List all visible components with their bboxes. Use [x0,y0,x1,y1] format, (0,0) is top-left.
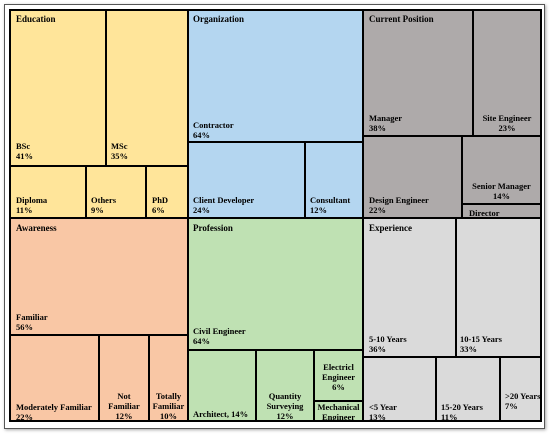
cell-value: 64% [193,336,210,346]
cell-value: 7% [505,401,518,411]
treemap-group-label-current-position: Current Position [369,14,434,24]
treemap-label: Not Familiar 12% [104,391,144,421]
treemap-label: Design Engineer 22% [369,195,429,215]
treemap-label: Client Developer 24% [193,195,254,215]
cell-value: 11% [16,205,33,215]
treemap-cell-current-position-manager [362,9,474,137]
cell-name: PhD [152,195,169,205]
cell-value: 22% [16,412,33,422]
treemap-cell-experience--20-years [499,356,542,422]
treemap-label: MSc 35% [111,141,128,161]
cell-value: 12% [276,411,294,421]
treemap-label: Senior Manager 14% [469,181,534,201]
cell-name: 5-10 Years [369,334,407,344]
treemap-cell-awareness-not-familiar [98,334,150,422]
cell-name: Consultant [310,195,351,205]
cell-value: 12% [115,411,133,421]
cell-value: 10% [160,411,177,421]
cell-name: Manager [369,113,403,123]
cell-value: 38% [369,123,386,133]
treemap-label: Director [469,208,500,218]
cell-value: 56% [16,322,33,332]
treemap-label: 5-10 Years 36% [369,334,407,354]
cell-name: BSc [16,141,31,151]
treemap-label: Familiar 56% [16,312,48,332]
cell-value: 6% [332,382,345,392]
cell-name: Design Engineer [369,195,429,205]
treemap-group-label-education: Education [16,14,56,24]
cell-name: Site Engineer [482,113,532,123]
cell-name: Quantity Surveying [266,391,304,411]
cell-name: Familiar [16,312,48,322]
treemap-label: Site Engineer 23% [478,113,536,133]
treemap-cell-current-position-site-engineer [472,9,542,137]
treemap-label: Diploma 11% [16,195,47,215]
treemap-label: 10-15 Years 33% [460,334,502,354]
cell-name: Electricl Engineer [321,362,356,382]
cell-value: 36% [369,344,386,354]
treemap-cell-experience-10-15-years [455,217,542,358]
cell-name: Totally Familiar [152,391,185,411]
treemap-group-label-profession: Profession [193,223,233,233]
cell-name: Client Developer [193,195,255,205]
treemap-cell-experience--5-year [362,356,437,422]
treemap-group-label-awareness: Awareness [16,223,57,233]
cell-name: Civil Engineer [193,326,246,336]
treemap-cell-organization-client-developer [187,141,306,219]
treemap-group-label-experience: Experience [369,223,412,233]
cell-value: 41% [16,151,33,161]
treemap-cell-education-bsc [9,9,107,167]
cell-value: 22% [369,205,386,215]
cell-name: Others [91,195,117,205]
treemap-label: Civil Engineer 64% [193,326,246,346]
cell-name: Senior Manager [472,181,531,191]
treemap-label: Manager 38% [369,113,402,133]
treemap-label: >20 Years 7% [505,391,540,411]
cell-value: 14% [493,191,510,201]
cell-name: Diploma [16,195,48,205]
treemap-label: Quantity Surveying 12% [260,391,310,421]
cell-name: Not Familiar [108,391,140,411]
cell-name: >20 Years [505,391,541,401]
treemap-label: <5 Year 13% [369,402,397,422]
cell-value: 24% [193,205,210,215]
cell-value: 35% [111,151,128,161]
cell-value: 9% [91,205,104,215]
cell-name: <5 Year [369,402,397,412]
treemap-label: Contractor 64% [193,120,234,140]
cell-value: 6% [152,205,165,215]
treemap-label: 15-20 Years 11% [441,402,483,422]
treemap-label: PhD 6% [152,195,168,215]
cell-name: Architect, 14% [193,409,249,419]
cell-value: 13% [369,412,386,422]
treemap-label: BSc 41% [16,141,33,161]
treemap-label: Electricl Engineer 6% [317,362,360,392]
treemap-cell-education-phd [145,165,189,219]
treemap-label: Others 9% [91,195,116,215]
treemap-label: Architect, 14% [193,409,248,419]
cell-name: 10-15 Years [460,334,502,344]
treemap-cell-current-position-design-engineer [362,135,463,219]
cell-value: 64% [193,130,210,140]
cell-value: 11% [441,412,458,422]
cell-value: 33% [460,344,477,354]
cell-value: 23% [498,123,516,133]
treemap-label: Mechanical Engineer [317,402,360,422]
treemap-group-label-organization: Organization [193,14,244,24]
cell-name: Mechanical Engineer [317,402,360,422]
treemap-label: Totally Familiar 10% [152,391,185,421]
treemap-label: Moderately Familiar 22% [16,402,92,422]
cell-name: Director [469,208,500,218]
cell-value: 12% [310,205,327,215]
cell-name: Moderately Familiar [16,402,92,412]
treemap-label: Consultant 12% [310,195,350,215]
cell-name: 15-20 Years [441,402,483,412]
treemap-cell-experience-5-10-years [362,217,457,358]
cell-name: MSc [111,141,128,151]
cell-name: Contractor [193,120,234,130]
